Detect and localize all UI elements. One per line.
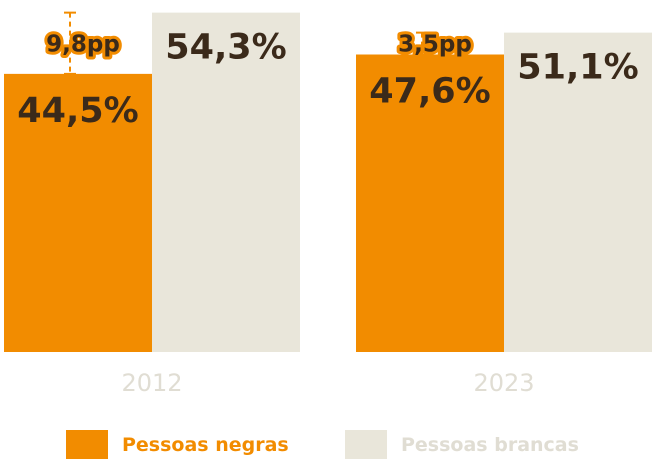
- value-label-2012-negras: 44,5%: [17, 91, 138, 131]
- legend-label-negras: Pessoas negras: [122, 434, 289, 456]
- x-tick-label-2012: 2012: [121, 369, 182, 397]
- bar-2023-brancas: [504, 32, 652, 352]
- bar-2012-brancas: [152, 12, 300, 352]
- x-tick-label-2023: 2023: [473, 369, 534, 397]
- bar-2012-negras: [4, 73, 152, 352]
- value-label-2012-brancas: 54,3%: [165, 28, 286, 68]
- value-label-2023-negras: 47,6%: [369, 72, 490, 112]
- gap-label-2023: 3,5pp: [398, 32, 472, 58]
- legend-swatch-negras: [66, 430, 108, 459]
- value-label-2023-brancas: 51,1%: [517, 48, 638, 88]
- gap-label-2012: 9,8pp: [46, 31, 120, 57]
- bar-2023-negras: [356, 54, 504, 352]
- legend-swatch-brancas: [345, 430, 387, 459]
- legend-label-brancas: Pessoas brancas: [401, 434, 579, 456]
